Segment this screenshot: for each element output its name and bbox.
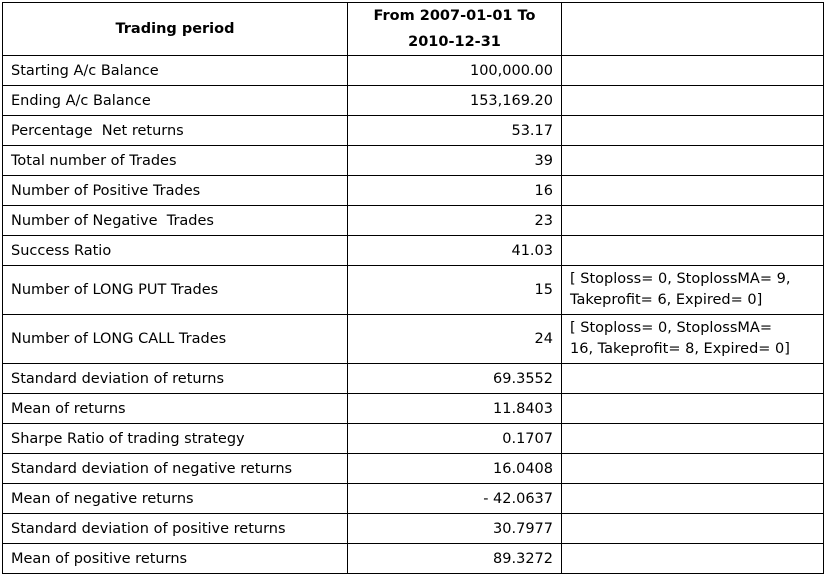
metric-note bbox=[561, 363, 824, 394]
metric-value: 15 bbox=[347, 265, 562, 315]
metric-note bbox=[561, 145, 824, 176]
metric-value: 30.7977 bbox=[347, 513, 562, 544]
table-row: Ending A/c Balance 153,169.20 bbox=[2, 85, 824, 116]
metric-label: Percentage Net returns bbox=[2, 115, 348, 146]
metric-note bbox=[561, 115, 824, 146]
metric-label: Number of Negative Trades bbox=[2, 205, 348, 236]
metric-note bbox=[561, 175, 824, 206]
metric-label: Standard deviation of negative returns bbox=[2, 453, 348, 484]
metric-label: Standard deviation of positive returns bbox=[2, 513, 348, 544]
metric-note bbox=[561, 423, 824, 454]
table-header-row: Trading period From 2007-01-01 To 2010-12… bbox=[2, 2, 824, 56]
metric-value: 16 bbox=[347, 175, 562, 206]
metric-note-line1: [ Stoploss= 0, StoplossMA= bbox=[570, 320, 772, 336]
metric-value: 39 bbox=[347, 145, 562, 176]
metric-value: 11.8403 bbox=[347, 393, 562, 424]
header-period: From 2007-01-01 To 2010-12-31 bbox=[347, 2, 562, 56]
metric-label: Sharpe Ratio of trading strategy bbox=[2, 423, 348, 454]
table-row: Starting A/c Balance 100,000.00 bbox=[2, 55, 824, 86]
table-row: Number of Positive Trades 16 bbox=[2, 175, 824, 206]
table-row: Standard deviation of positive returns 3… bbox=[2, 513, 824, 544]
metric-value: 53.17 bbox=[347, 115, 562, 146]
metric-label: Number of LONG PUT Trades bbox=[2, 265, 348, 315]
metric-value: 16.0408 bbox=[347, 453, 562, 484]
table-row: Number of LONG PUT Trades 15 [ Stoploss=… bbox=[2, 265, 824, 315]
metric-label: Mean of positive returns bbox=[2, 543, 348, 574]
metric-note-line2: 16, Takeprofit= 8, Expired= 0] bbox=[570, 341, 790, 357]
metric-value: 69.3552 bbox=[347, 363, 562, 394]
table-row: Mean of negative returns - 42.0637 bbox=[2, 483, 824, 514]
table-row: Percentage Net returns 53.17 bbox=[2, 115, 824, 146]
metric-label: Number of LONG CALL Trades bbox=[2, 314, 348, 364]
header-label: Trading period bbox=[2, 2, 348, 56]
table-row: Sharpe Ratio of trading strategy 0.1707 bbox=[2, 423, 824, 454]
metric-note bbox=[561, 235, 824, 266]
header-period-line2: 2010-12-31 bbox=[408, 34, 501, 50]
metric-value: 23 bbox=[347, 205, 562, 236]
metric-label: Starting A/c Balance bbox=[2, 55, 348, 86]
metric-label: Mean of returns bbox=[2, 393, 348, 424]
metric-label: Success Ratio bbox=[2, 235, 348, 266]
table-row: Mean of returns 11.8403 bbox=[2, 393, 824, 424]
metric-note bbox=[561, 453, 824, 484]
table-row: Number of Negative Trades 23 bbox=[2, 205, 824, 236]
metric-value: 41.03 bbox=[347, 235, 562, 266]
metric-value: 89.3272 bbox=[347, 543, 562, 574]
metric-value: 24 bbox=[347, 314, 562, 364]
metric-label: Number of Positive Trades bbox=[2, 175, 348, 206]
metric-note bbox=[561, 85, 824, 116]
metric-label: Standard deviation of returns bbox=[2, 363, 348, 394]
metric-value: 100,000.00 bbox=[347, 55, 562, 86]
table-row: Standard deviation of negative returns 1… bbox=[2, 453, 824, 484]
table-row: Total number of Trades 39 bbox=[2, 145, 824, 176]
metric-note bbox=[561, 543, 824, 574]
metric-note bbox=[561, 55, 824, 86]
metric-note-line1: [ Stoploss= 0, StoplossMA= 9, bbox=[570, 271, 791, 287]
header-extra bbox=[561, 2, 824, 56]
table-row: Standard deviation of returns 69.3552 bbox=[2, 363, 824, 394]
metric-note: [ Stoploss= 0, StoplossMA= 16, Takeprofit… bbox=[561, 314, 824, 364]
metric-label: Total number of Trades bbox=[2, 145, 348, 176]
metric-label: Mean of negative returns bbox=[2, 483, 348, 514]
metric-value: - 42.0637 bbox=[347, 483, 562, 514]
metric-note bbox=[561, 513, 824, 544]
table-row: Success Ratio 41.03 bbox=[2, 235, 824, 266]
metric-note bbox=[561, 393, 824, 424]
metric-note: [ Stoploss= 0, StoplossMA= 9, Takeprofit=… bbox=[561, 265, 824, 315]
header-period-line1: From 2007-01-01 To bbox=[373, 8, 536, 24]
metric-label: Ending A/c Balance bbox=[2, 85, 348, 116]
metric-note bbox=[561, 483, 824, 514]
table-row: Mean of positive returns 89.3272 bbox=[2, 543, 824, 574]
metric-note bbox=[561, 205, 824, 236]
metric-value: 0.1707 bbox=[347, 423, 562, 454]
metric-note-line2: Takeprofit= 6, Expired= 0] bbox=[570, 292, 763, 308]
table-row: Number of LONG CALL Trades 24 [ Stoploss… bbox=[2, 314, 824, 364]
metric-value: 153,169.20 bbox=[347, 85, 562, 116]
